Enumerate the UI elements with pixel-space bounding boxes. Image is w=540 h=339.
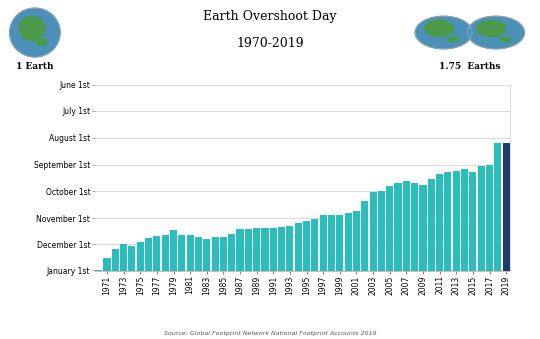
Bar — [328, 215, 335, 271]
Bar — [104, 258, 111, 271]
Bar — [245, 228, 252, 271]
Bar — [494, 143, 501, 271]
Bar — [378, 191, 385, 271]
Bar — [137, 242, 144, 271]
Circle shape — [468, 16, 524, 49]
Bar — [195, 237, 202, 271]
Bar — [420, 185, 427, 271]
Bar — [228, 234, 235, 271]
Ellipse shape — [500, 37, 511, 42]
Bar — [220, 237, 227, 271]
Bar — [320, 215, 327, 271]
Bar — [486, 165, 493, 271]
Bar — [336, 215, 343, 271]
Bar — [253, 227, 260, 271]
Bar — [278, 227, 285, 271]
Bar — [444, 172, 451, 271]
Bar — [112, 248, 119, 271]
Bar — [411, 183, 418, 271]
Bar — [95, 270, 102, 271]
Bar — [261, 227, 268, 271]
Bar — [286, 226, 293, 271]
Bar — [161, 235, 168, 271]
Bar — [295, 223, 302, 271]
Bar — [153, 236, 160, 271]
Bar — [178, 236, 185, 271]
Bar — [469, 172, 476, 271]
Bar — [461, 169, 468, 271]
Bar — [170, 230, 177, 271]
Ellipse shape — [37, 39, 47, 45]
Bar — [270, 227, 277, 271]
Bar — [120, 244, 127, 271]
Circle shape — [424, 20, 453, 37]
Bar — [312, 219, 319, 271]
Circle shape — [477, 20, 505, 37]
Bar — [353, 211, 360, 271]
Bar — [203, 239, 210, 271]
Text: Source: Global Footprint Network National Footprint Accounts 2019: Source: Global Footprint Network Nationa… — [164, 331, 376, 336]
Bar — [129, 246, 136, 271]
Bar — [428, 179, 435, 271]
Bar — [303, 221, 310, 271]
Bar — [212, 237, 219, 271]
Text: 1 Earth: 1 Earth — [16, 62, 53, 72]
Bar — [478, 166, 485, 271]
Bar — [187, 236, 194, 271]
Bar — [145, 238, 152, 271]
Bar — [403, 181, 410, 271]
Ellipse shape — [448, 37, 458, 42]
Circle shape — [19, 16, 45, 41]
Bar — [237, 230, 244, 271]
Bar — [453, 171, 460, 271]
Circle shape — [415, 16, 472, 49]
Bar — [436, 174, 443, 271]
Bar — [369, 192, 376, 271]
Text: 1970-2019: 1970-2019 — [236, 37, 304, 50]
Bar — [345, 213, 352, 271]
Circle shape — [10, 8, 60, 57]
Bar — [395, 183, 402, 271]
Bar — [503, 143, 510, 271]
Text: Earth Overshoot Day: Earth Overshoot Day — [203, 10, 337, 23]
Bar — [361, 201, 368, 271]
Bar — [386, 186, 393, 271]
Text: 1.75  Earths: 1.75 Earths — [439, 62, 501, 72]
